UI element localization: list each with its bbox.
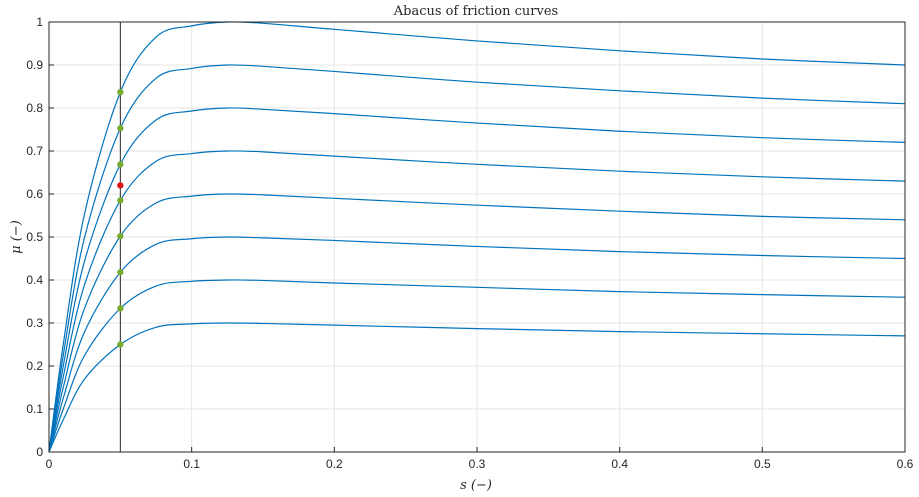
grid xyxy=(48,21,906,453)
marker-point-7 xyxy=(117,161,124,168)
y-tick-label: 0.4 xyxy=(26,273,43,287)
x-tick-label: 0.1 xyxy=(183,457,200,471)
y-tick-label: 0 xyxy=(36,445,43,459)
x-tick-label: 0.6 xyxy=(897,457,914,471)
marker-point-2 xyxy=(117,305,124,312)
x-tick-label: 0.5 xyxy=(754,457,771,471)
series-group xyxy=(48,21,906,453)
y-tick-label: 0.2 xyxy=(26,359,43,373)
friction-curve-1 xyxy=(48,322,906,453)
x-tick-label: 0.3 xyxy=(469,457,486,471)
axes-box xyxy=(48,21,906,453)
x-axis-label: s (−) xyxy=(460,478,492,493)
y-tick-label: 0.7 xyxy=(26,144,43,158)
marker-point-4 xyxy=(117,232,124,240)
y-tick-labels: 0 0.1 0.2 0.3 0.4 0.5 0.6 0.7 0.8 0.9 1 xyxy=(26,15,43,459)
y-tick-label: 0.8 xyxy=(26,101,43,115)
chart-title: Abacus of friction curves xyxy=(393,4,558,19)
friction-curve-6 xyxy=(48,107,906,453)
friction-curve-7 xyxy=(48,64,906,453)
y-tick-label: 1 xyxy=(36,15,43,29)
marker-point-8 xyxy=(117,125,124,132)
y-tick-label: 0.9 xyxy=(26,58,43,72)
y-axis-label: μ (−) xyxy=(9,220,24,254)
x-tick-labels: 0 0.1 0.2 0.3 0.4 0.5 0.6 xyxy=(46,457,914,471)
friction-curve-5 xyxy=(48,150,906,453)
marker-point-9 xyxy=(117,88,124,96)
y-tick-label: 0.1 xyxy=(26,402,43,416)
marker-group xyxy=(117,88,124,348)
marker-point-1 xyxy=(117,341,124,348)
marker-point-6 xyxy=(117,182,124,189)
friction-curve-2 xyxy=(48,279,906,453)
friction-curve-4 xyxy=(48,193,906,453)
y-tick-label: 0.6 xyxy=(26,187,43,201)
y-tick-label: 0.3 xyxy=(26,316,43,330)
x-tick-label: 0.4 xyxy=(611,457,628,471)
marker-point-3 xyxy=(117,269,124,276)
x-tick-label: 0.2 xyxy=(326,457,343,471)
y-tick-label: 0.5 xyxy=(26,230,43,244)
marker-point-5 xyxy=(117,197,124,204)
x-tick-label: 0 xyxy=(46,457,53,471)
friction-curve-3 xyxy=(48,236,906,453)
